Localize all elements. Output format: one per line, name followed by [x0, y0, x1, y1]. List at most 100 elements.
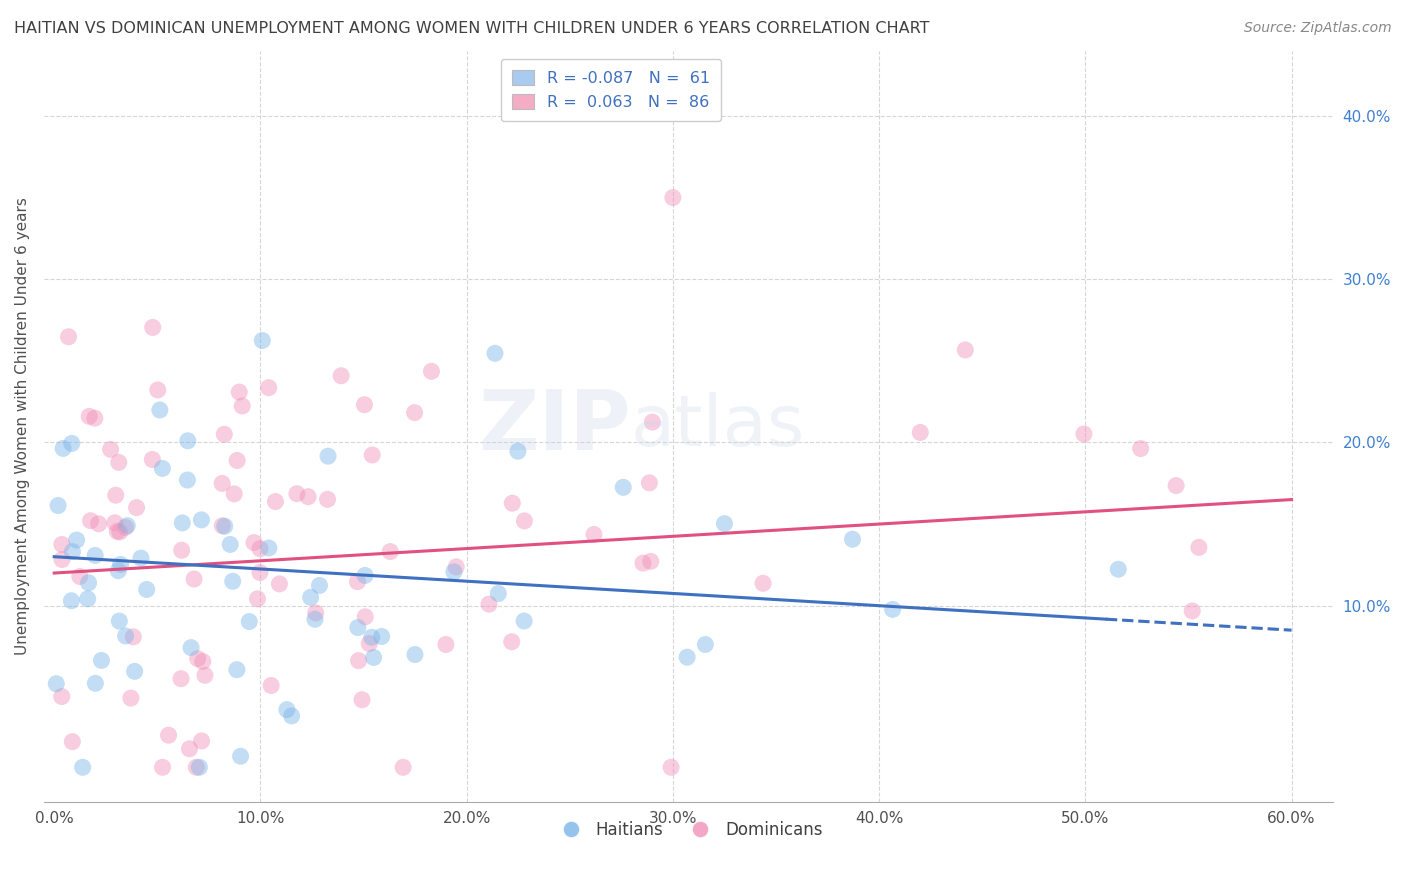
- Point: [350, 692, 373, 706]
- Point: [443, 565, 465, 579]
- Point: [1129, 442, 1152, 456]
- Point: [79, 514, 101, 528]
- Point: [353, 398, 375, 412]
- Point: [501, 634, 523, 648]
- Point: [752, 576, 775, 591]
- Point: [264, 494, 287, 508]
- Point: [347, 654, 370, 668]
- Point: [108, 614, 131, 628]
- Point: [612, 480, 634, 494]
- Point: [107, 455, 129, 469]
- Text: ZIP: ZIP: [478, 385, 630, 467]
- Point: [72, 760, 94, 774]
- Point: [260, 679, 283, 693]
- Point: [363, 650, 385, 665]
- Point: [404, 406, 426, 420]
- Point: [841, 533, 863, 547]
- Point: [152, 461, 174, 475]
- Point: [506, 444, 529, 458]
- Point: [380, 544, 402, 558]
- Point: [676, 650, 699, 665]
- Point: [297, 490, 319, 504]
- Point: [211, 518, 233, 533]
- Point: [60, 593, 83, 607]
- Point: [269, 577, 291, 591]
- Point: [662, 191, 685, 205]
- Point: [257, 541, 280, 555]
- Point: [51, 537, 73, 551]
- Point: [249, 541, 271, 556]
- Point: [238, 615, 260, 629]
- Point: [285, 486, 308, 500]
- Point: [638, 475, 661, 490]
- Point: [214, 519, 236, 533]
- Point: [252, 334, 274, 348]
- Point: [60, 436, 83, 450]
- Point: [83, 411, 105, 425]
- Point: [125, 500, 148, 515]
- Point: [1107, 562, 1129, 576]
- Point: [122, 630, 145, 644]
- Point: [224, 487, 246, 501]
- Point: [1073, 427, 1095, 442]
- Point: [157, 728, 180, 742]
- Point: [60, 734, 83, 748]
- Point: [1188, 541, 1211, 555]
- Point: [478, 597, 501, 611]
- Point: [226, 453, 249, 467]
- Point: [183, 572, 205, 586]
- Point: [114, 520, 136, 534]
- Point: [84, 549, 107, 563]
- Point: [180, 640, 202, 655]
- Point: [246, 591, 269, 606]
- Point: [76, 591, 98, 606]
- Point: [177, 434, 200, 448]
- Point: [330, 368, 353, 383]
- Point: [486, 586, 509, 600]
- Point: [249, 566, 271, 580]
- Point: [228, 385, 250, 400]
- Point: [104, 516, 127, 530]
- Point: [117, 518, 139, 533]
- Point: [1164, 478, 1187, 492]
- Point: [420, 364, 443, 378]
- Point: [501, 496, 523, 510]
- Point: [444, 559, 467, 574]
- Point: [211, 476, 233, 491]
- Point: [107, 564, 129, 578]
- Point: [45, 677, 67, 691]
- Point: [46, 499, 69, 513]
- Point: [222, 574, 245, 589]
- Point: [110, 558, 132, 572]
- Point: [882, 602, 904, 616]
- Point: [1181, 604, 1204, 618]
- Point: [346, 574, 368, 589]
- Point: [513, 514, 536, 528]
- Point: [276, 703, 298, 717]
- Point: [124, 665, 146, 679]
- Text: HAITIAN VS DOMINICAN UNEMPLOYMENT AMONG WOMEN WITH CHILDREN UNDER 6 YEARS CORREL: HAITIAN VS DOMINICAN UNEMPLOYMENT AMONG …: [14, 21, 929, 36]
- Y-axis label: Unemployment Among Women with Children Under 6 years: Unemployment Among Women with Children U…: [15, 197, 30, 655]
- Point: [77, 409, 100, 424]
- Point: [58, 330, 80, 344]
- Point: [77, 575, 100, 590]
- Point: [129, 551, 152, 566]
- Point: [108, 524, 131, 539]
- Point: [370, 630, 392, 644]
- Point: [62, 544, 84, 558]
- Point: [359, 637, 381, 651]
- Point: [308, 578, 330, 592]
- Point: [354, 609, 377, 624]
- Point: [910, 425, 932, 440]
- Point: [105, 524, 128, 539]
- Point: [631, 556, 654, 570]
- Point: [257, 381, 280, 395]
- Text: Source: ZipAtlas.com: Source: ZipAtlas.com: [1244, 21, 1392, 35]
- Point: [66, 533, 89, 547]
- Point: [170, 672, 193, 686]
- Point: [104, 488, 127, 502]
- Point: [52, 442, 75, 456]
- Point: [316, 492, 339, 507]
- Point: [513, 614, 536, 628]
- Point: [484, 346, 506, 360]
